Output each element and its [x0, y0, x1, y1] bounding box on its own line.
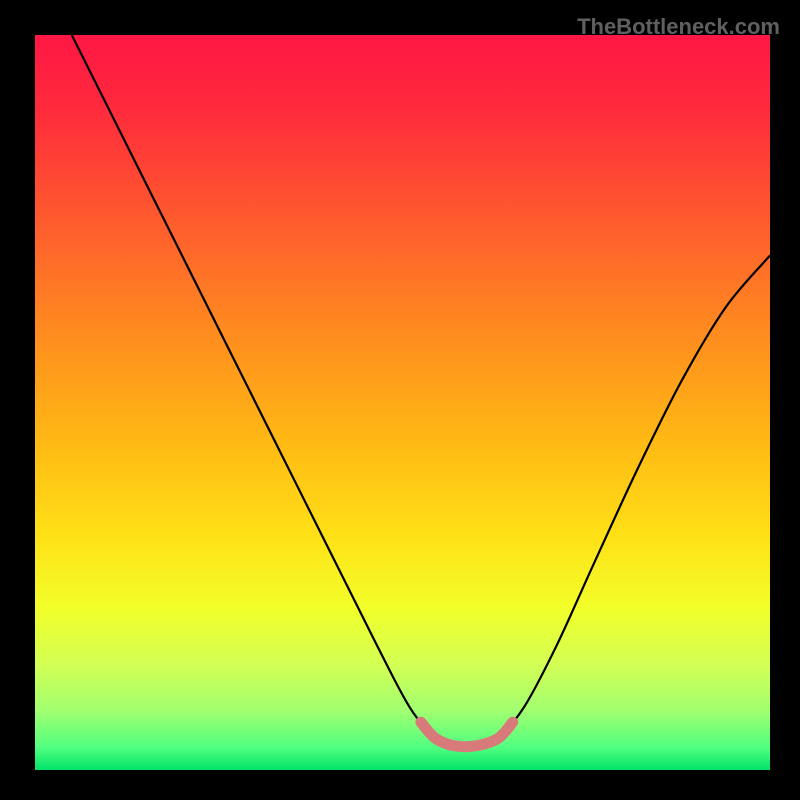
chart-container: TheBottleneck.com [0, 0, 800, 800]
plot-area [35, 35, 770, 770]
watermark-top: TheBottleneck.com [577, 14, 780, 40]
gradient-background [35, 35, 770, 770]
